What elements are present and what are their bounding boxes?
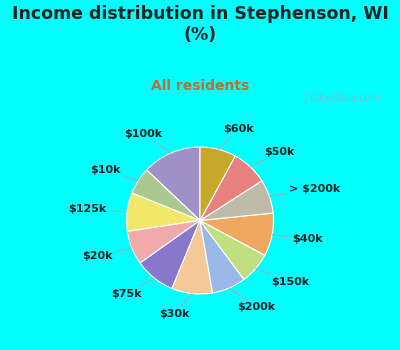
Text: Income distribution in Stephenson, WI
(%): Income distribution in Stephenson, WI (%… xyxy=(12,5,388,44)
Wedge shape xyxy=(132,170,200,220)
Text: $30k: $30k xyxy=(159,294,192,319)
Wedge shape xyxy=(126,193,200,231)
Text: $20k: $20k xyxy=(82,248,132,261)
Text: $100k: $100k xyxy=(125,129,171,153)
Wedge shape xyxy=(172,220,212,294)
Text: $60k: $60k xyxy=(218,124,254,149)
Text: $75k: $75k xyxy=(111,278,154,299)
Wedge shape xyxy=(127,220,200,263)
Wedge shape xyxy=(200,213,274,255)
Wedge shape xyxy=(200,156,262,220)
Wedge shape xyxy=(140,220,200,288)
Text: $200k: $200k xyxy=(229,288,275,312)
Text: $150k: $150k xyxy=(256,268,310,287)
Wedge shape xyxy=(200,147,235,220)
Text: $50k: $50k xyxy=(250,147,294,167)
Wedge shape xyxy=(147,147,200,220)
Text: ⓘ City-Data.com: ⓘ City-Data.com xyxy=(301,93,380,103)
Text: $40k: $40k xyxy=(272,234,323,244)
Wedge shape xyxy=(200,181,273,220)
Text: All residents: All residents xyxy=(151,79,249,93)
Text: > $200k: > $200k xyxy=(269,184,340,196)
Wedge shape xyxy=(200,220,265,279)
Text: $10k: $10k xyxy=(90,165,138,181)
Text: $125k: $125k xyxy=(68,204,127,215)
Wedge shape xyxy=(200,220,244,293)
